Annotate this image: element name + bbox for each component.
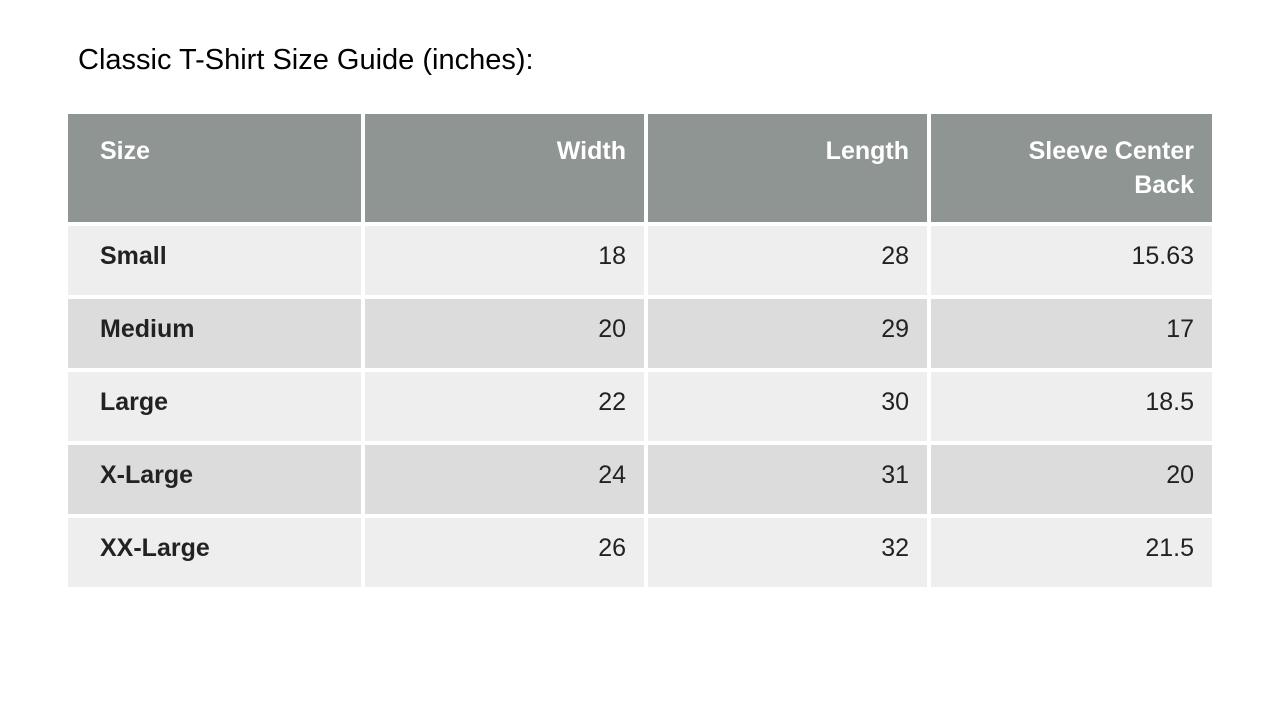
table-header-row: Size Width Length Sleeve Center Back xyxy=(68,114,1212,222)
table-row: Large 22 30 18.5 xyxy=(68,368,1212,441)
cell-size: X-Large xyxy=(68,441,361,514)
cell-width: 24 xyxy=(361,441,644,514)
cell-sleeve: 18.5 xyxy=(927,368,1212,441)
table-row: XX-Large 26 32 21.5 xyxy=(68,514,1212,587)
header-size: Size xyxy=(68,114,361,222)
table-row: Medium 20 29 17 xyxy=(68,295,1212,368)
cell-width: 26 xyxy=(361,514,644,587)
header-width: Width xyxy=(361,114,644,222)
cell-width: 20 xyxy=(361,295,644,368)
cell-sleeve: 20 xyxy=(927,441,1212,514)
header-length: Length xyxy=(644,114,927,222)
cell-length: 31 xyxy=(644,441,927,514)
cell-width: 22 xyxy=(361,368,644,441)
table-row: X-Large 24 31 20 xyxy=(68,441,1212,514)
cell-sleeve: 17 xyxy=(927,295,1212,368)
page-title: Classic T-Shirt Size Guide (inches): xyxy=(78,44,534,76)
size-guide-table: Size Width Length Sleeve Center Back Sma… xyxy=(68,114,1212,587)
cell-length: 32 xyxy=(644,514,927,587)
cell-sleeve: 21.5 xyxy=(927,514,1212,587)
cell-size: XX-Large xyxy=(68,514,361,587)
cell-size: Small xyxy=(68,222,361,295)
cell-sleeve: 15.63 xyxy=(927,222,1212,295)
header-sleeve: Sleeve Center Back xyxy=(927,114,1212,222)
cell-size: Large xyxy=(68,368,361,441)
cell-length: 28 xyxy=(644,222,927,295)
cell-size: Medium xyxy=(68,295,361,368)
cell-width: 18 xyxy=(361,222,644,295)
table-row: Small 18 28 15.63 xyxy=(68,222,1212,295)
cell-length: 30 xyxy=(644,368,927,441)
cell-length: 29 xyxy=(644,295,927,368)
